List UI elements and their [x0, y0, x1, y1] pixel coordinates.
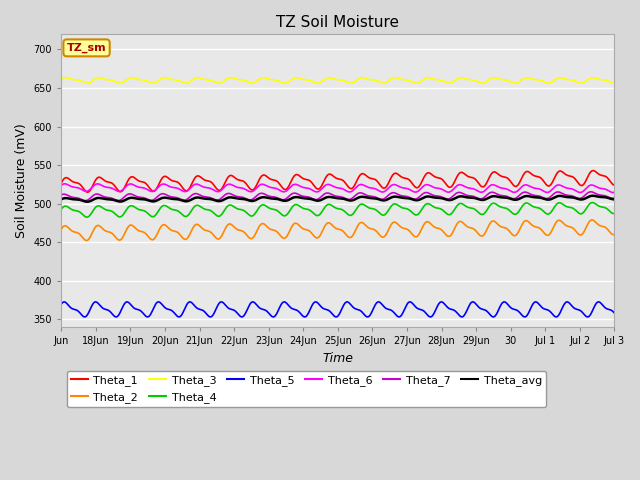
Theta_6	[609, 190, 617, 195]
Theta_avg	[326, 194, 334, 200]
Theta_1	[595, 171, 602, 177]
Theta_5	[58, 301, 65, 307]
Theta_6	[611, 190, 618, 195]
Theta_2	[595, 222, 602, 228]
Theta_5	[186, 299, 194, 305]
Theta_2	[493, 221, 501, 227]
Theta_avg	[589, 193, 596, 199]
Theta_2	[312, 235, 319, 240]
Theta_4	[58, 206, 65, 212]
Theta_1	[84, 189, 92, 195]
Theta_3	[611, 80, 618, 86]
Theta_7	[86, 196, 93, 202]
Theta_5	[364, 314, 371, 320]
Theta_5	[312, 299, 319, 305]
Theta_7	[595, 192, 602, 198]
Theta_2	[86, 235, 93, 240]
Theta_3	[595, 76, 603, 82]
Theta_1	[611, 182, 618, 188]
Theta_1	[595, 171, 603, 177]
Y-axis label: Soil Moisture (mV): Soil Moisture (mV)	[15, 123, 28, 238]
Theta_6	[326, 182, 334, 188]
Theta_2	[595, 222, 603, 228]
X-axis label: Time: Time	[323, 352, 353, 365]
Theta_5	[326, 309, 334, 315]
Line: Theta_4: Theta_4	[61, 203, 614, 217]
Theta_7	[326, 191, 334, 197]
Theta_1	[589, 168, 597, 173]
Theta_2	[611, 231, 618, 237]
Theta_2	[588, 217, 596, 223]
Line: Theta_3: Theta_3	[61, 78, 614, 83]
Line: Theta_6: Theta_6	[61, 184, 614, 192]
Theta_1	[86, 188, 93, 194]
Line: Theta_5: Theta_5	[61, 302, 614, 317]
Theta_6	[61, 181, 68, 187]
Line: Theta_2: Theta_2	[61, 220, 614, 240]
Text: TZ_sm: TZ_sm	[67, 43, 106, 53]
Theta_avg	[83, 199, 91, 204]
Theta_2	[83, 238, 90, 243]
Theta_7	[312, 197, 319, 203]
Theta_6	[312, 189, 319, 195]
Line: Theta_1: Theta_1	[61, 170, 614, 192]
Theta_3	[86, 80, 93, 85]
Theta_4	[83, 214, 91, 220]
Theta_2	[58, 227, 65, 232]
Theta_4	[611, 211, 618, 216]
Theta_3	[312, 80, 319, 85]
Legend: Theta_1, Theta_2, Theta_3, Theta_4, Theta_5, Theta_6, Theta_7, Theta_avg: Theta_1, Theta_2, Theta_3, Theta_4, Thet…	[67, 371, 547, 407]
Theta_7	[611, 195, 618, 201]
Theta_avg	[86, 198, 93, 204]
Theta_1	[312, 185, 319, 191]
Theta_3	[326, 75, 334, 81]
Theta_4	[595, 203, 602, 209]
Theta_3	[589, 75, 596, 81]
Theta_7	[587, 189, 595, 195]
Theta_5	[611, 310, 618, 316]
Theta_5	[493, 310, 501, 315]
Theta_4	[595, 203, 603, 209]
Theta_avg	[611, 196, 618, 202]
Theta_avg	[312, 198, 319, 204]
Theta_3	[58, 77, 65, 83]
Title: TZ Soil Moisture: TZ Soil Moisture	[276, 15, 399, 30]
Theta_4	[326, 202, 334, 208]
Theta_3	[493, 75, 501, 81]
Theta_7	[81, 198, 89, 204]
Theta_1	[326, 171, 334, 177]
Theta_1	[58, 180, 65, 186]
Theta_6	[595, 185, 602, 191]
Theta_5	[86, 308, 93, 314]
Theta_avg	[595, 194, 603, 200]
Theta_4	[493, 202, 501, 208]
Theta_5	[595, 299, 602, 305]
Theta_6	[86, 187, 93, 192]
Theta_4	[312, 212, 319, 218]
Theta_3	[445, 80, 453, 86]
Theta_6	[595, 185, 602, 191]
Line: Theta_avg: Theta_avg	[61, 196, 614, 202]
Theta_7	[58, 192, 65, 198]
Theta_avg	[595, 194, 602, 200]
Theta_1	[493, 170, 501, 176]
Theta_6	[58, 182, 65, 188]
Theta_4	[86, 213, 93, 218]
Theta_5	[595, 299, 603, 305]
Theta_6	[493, 183, 501, 189]
Line: Theta_7: Theta_7	[61, 192, 614, 201]
Theta_2	[326, 221, 334, 227]
Theta_avg	[58, 196, 65, 202]
Theta_3	[595, 76, 602, 82]
Theta_avg	[493, 194, 501, 200]
Theta_4	[588, 200, 596, 205]
Theta_7	[493, 191, 501, 197]
Theta_7	[595, 192, 603, 198]
